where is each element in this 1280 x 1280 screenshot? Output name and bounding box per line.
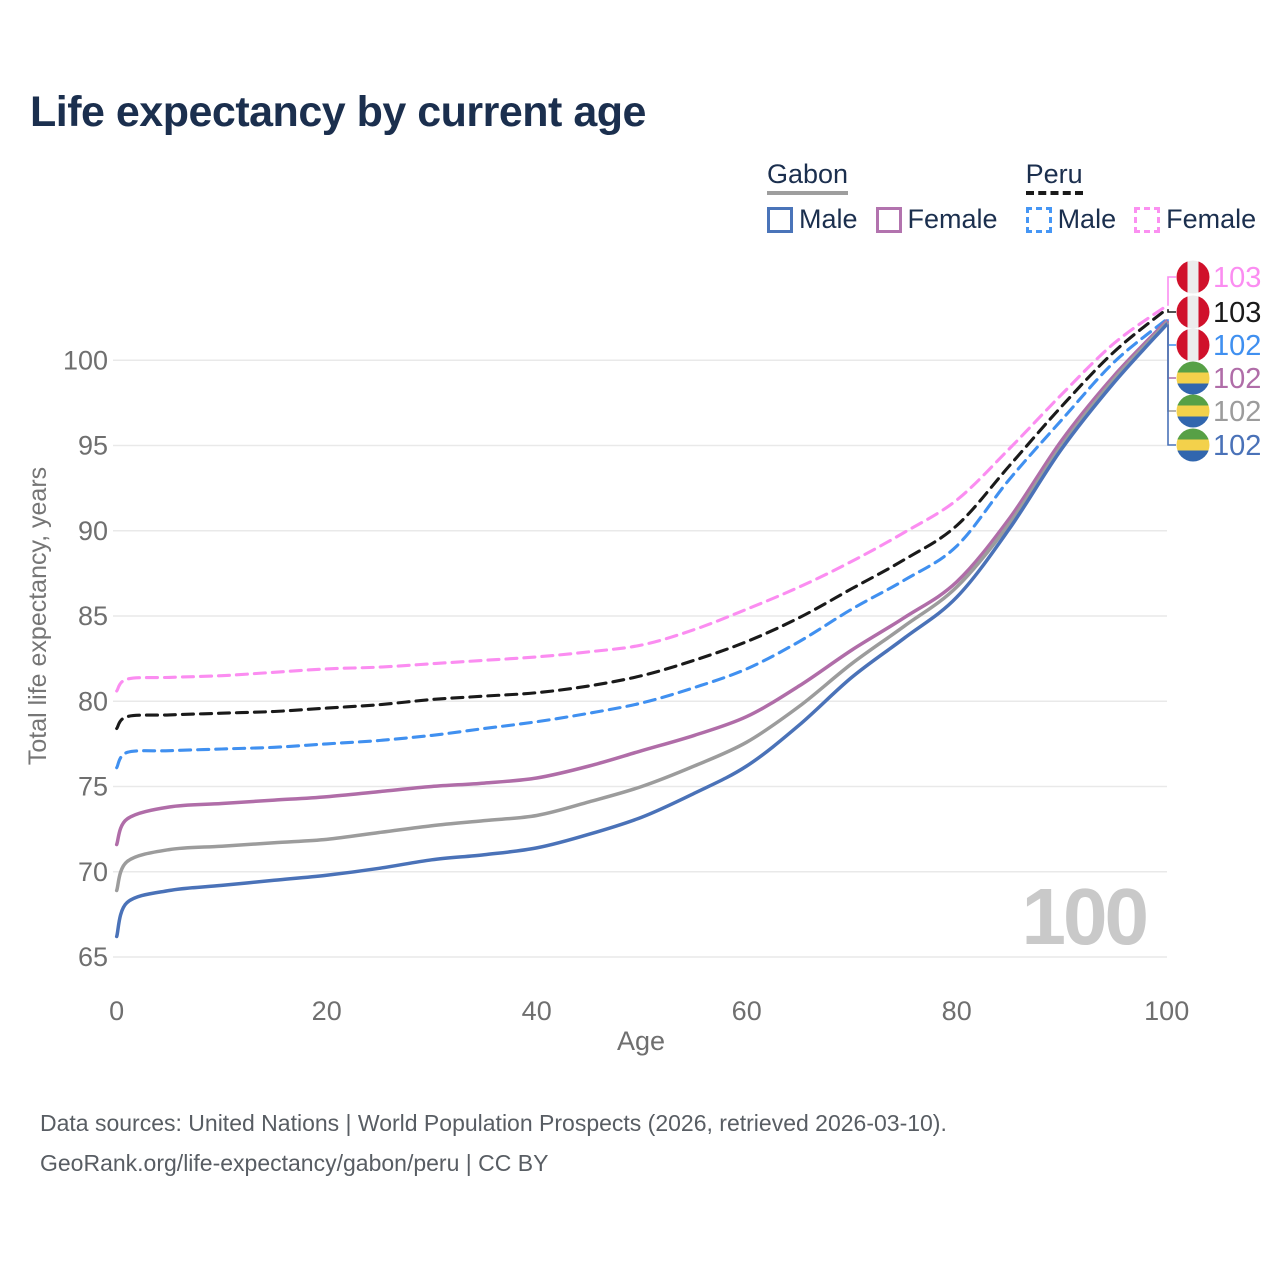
legend-group-gabon: Gabon Male Female bbox=[767, 158, 998, 235]
y-tick-70: 70 bbox=[78, 857, 108, 887]
gabon-flag-icon bbox=[1176, 428, 1210, 462]
end-label-gabon-male: 102 bbox=[1213, 430, 1261, 462]
line-gabon-both bbox=[114, 320, 1169, 893]
line-peru-female bbox=[115, 304, 1169, 693]
peru-male-swatch-icon bbox=[1025, 206, 1052, 233]
line-gabon-female bbox=[114, 319, 1169, 847]
peru-flag-icon bbox=[1176, 260, 1210, 294]
legend: Gabon Male Female Peru Male Female bbox=[767, 158, 1256, 235]
legend-item-peru-male[interactable]: Male bbox=[1025, 204, 1117, 235]
y-tick-65: 65 bbox=[78, 942, 108, 972]
y-tick-85: 85 bbox=[78, 601, 108, 631]
x-tick-40: 40 bbox=[522, 996, 552, 1026]
end-label-gabon-both: 102 bbox=[1213, 396, 1261, 428]
y-tick-80: 80 bbox=[78, 686, 108, 716]
peru-flag-icon bbox=[1176, 328, 1210, 362]
end-label-peru-both: 103 bbox=[1213, 297, 1261, 329]
peru-flag-icon bbox=[1176, 295, 1210, 329]
x-tick-0: 0 bbox=[109, 996, 124, 1026]
x-axis-title: Age bbox=[617, 1026, 665, 1056]
page-title: Life expectancy by current age bbox=[30, 88, 646, 136]
age-counter-watermark: 100 bbox=[1022, 872, 1147, 961]
y-tick-90: 90 bbox=[78, 516, 108, 546]
footer: Data sources: United Nations | World Pop… bbox=[40, 1103, 947, 1183]
gabon-female-swatch-icon bbox=[875, 206, 902, 233]
legend-item-gabon-male[interactable]: Male bbox=[767, 204, 858, 235]
end-label-peru-female: 103 bbox=[1213, 262, 1261, 294]
x-tick-60: 60 bbox=[732, 996, 762, 1026]
legend-country-gabon[interactable]: Gabon bbox=[767, 158, 849, 195]
legend-country-peru[interactable]: Peru bbox=[1025, 158, 1083, 195]
x-tick-100: 100 bbox=[1144, 996, 1189, 1026]
leader-gabon-both bbox=[1167, 322, 1176, 412]
end-label-gabon-female: 102 bbox=[1213, 363, 1261, 395]
legend-item-gabon-female[interactable]: Female bbox=[875, 204, 998, 235]
gabon-male-swatch-icon bbox=[767, 206, 793, 233]
leader-peru-both bbox=[1167, 309, 1176, 313]
x-tick-80: 80 bbox=[942, 996, 972, 1026]
legend-item-label: Female bbox=[907, 204, 998, 234]
y-axis-title: Total life expectancy, years bbox=[24, 467, 52, 765]
y-tick-75: 75 bbox=[78, 772, 108, 802]
footer-url-line: GeoRank.org/life-expectancy/gabon/peru |… bbox=[40, 1150, 549, 1176]
x-tick-20: 20 bbox=[312, 996, 342, 1026]
leader-gabon-male bbox=[1167, 324, 1176, 446]
leader-peru-female bbox=[1167, 276, 1176, 306]
legend-item-label: Female bbox=[1166, 204, 1257, 234]
legend-item-label: Male bbox=[1057, 204, 1117, 234]
leader-peru-male bbox=[1167, 319, 1176, 346]
line-peru-male bbox=[115, 317, 1169, 770]
leader-gabon-female bbox=[1167, 321, 1176, 379]
y-tick-100: 100 bbox=[63, 345, 108, 375]
legend-item-label: Male bbox=[799, 204, 858, 234]
legend-group-peru: Peru Male Female bbox=[1025, 158, 1256, 235]
gabon-flag-icon bbox=[1176, 361, 1210, 395]
peru-female-swatch-icon bbox=[1134, 206, 1161, 233]
legend-item-peru-female[interactable]: Female bbox=[1134, 204, 1256, 235]
end-label-peru-male: 102 bbox=[1213, 330, 1261, 362]
footer-source-line: Data sources: United Nations | World Pop… bbox=[40, 1110, 947, 1136]
y-tick-95: 95 bbox=[78, 431, 108, 461]
line-gabon-male bbox=[114, 322, 1169, 939]
gabon-flag-icon bbox=[1176, 394, 1210, 428]
